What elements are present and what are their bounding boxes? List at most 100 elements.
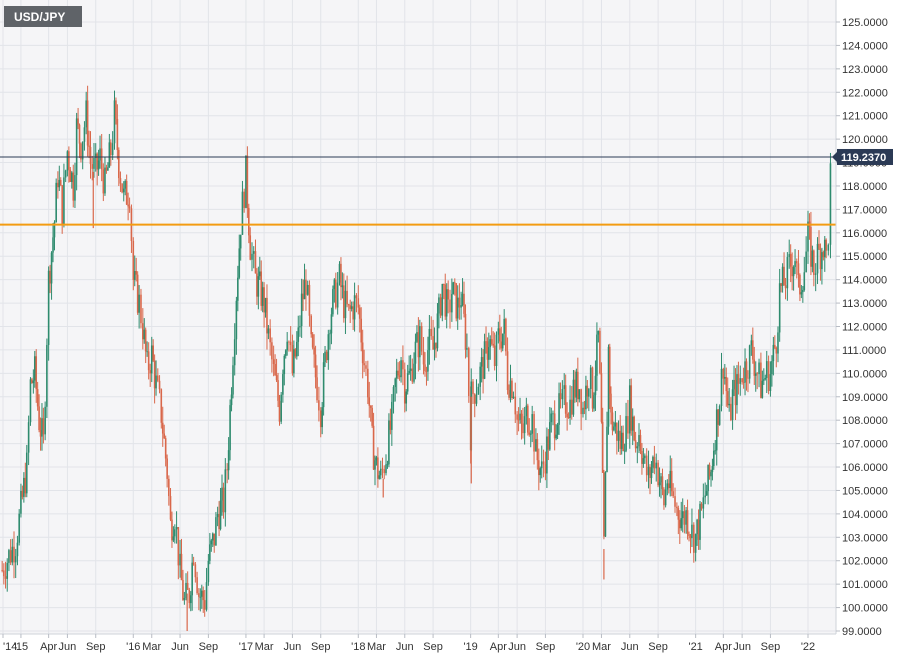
candle-body [108, 142, 111, 168]
candle-body [772, 344, 775, 362]
candle-body [596, 334, 598, 376]
candle-body [589, 367, 592, 389]
candle-body [248, 207, 250, 236]
candle-body [742, 381, 745, 383]
candle-body [42, 418, 45, 435]
candle-body [747, 377, 749, 379]
candle-body [35, 356, 38, 390]
candle-body [533, 414, 535, 452]
candle-body [3, 570, 5, 577]
symbol-label: USD/JPY [4, 6, 82, 27]
candle-body [517, 419, 520, 421]
candle-body [699, 503, 701, 540]
candle-body [31, 379, 33, 384]
candle-body [714, 450, 717, 452]
candle-body [802, 289, 804, 293]
candle-body [88, 145, 90, 147]
candle-body [642, 458, 645, 464]
x-axis-background [0, 634, 912, 659]
candle-body [593, 395, 595, 409]
candle-body [203, 600, 206, 610]
candle-body [352, 306, 354, 320]
candle-body [91, 164, 94, 169]
candle-body [718, 405, 721, 425]
candle-body [81, 141, 84, 160]
candle-body [340, 263, 342, 288]
candle-body [63, 177, 65, 226]
x-tick-label: Jun [396, 641, 414, 653]
candle-body [413, 363, 415, 382]
candle-body [83, 127, 86, 142]
candle-body [575, 371, 578, 398]
candle-body [780, 283, 782, 286]
candle-body [800, 292, 803, 295]
candle-body [442, 283, 445, 285]
x-tick-label: Sep [199, 641, 219, 653]
candle-body [658, 482, 661, 486]
candle-body [205, 582, 208, 610]
candle-body [811, 250, 814, 267]
y-tick-label: 112.0000 [842, 322, 887, 334]
candle-body [744, 361, 746, 383]
candle-body [39, 430, 42, 437]
candle-body [531, 414, 533, 434]
candle-body [389, 420, 392, 430]
candle-body [161, 422, 164, 434]
candle-body [157, 375, 159, 381]
candle-body [233, 339, 236, 366]
candle-body [80, 143, 82, 160]
candle-body [1, 570, 3, 571]
candle-body [149, 370, 152, 374]
candle-body [96, 153, 98, 170]
candle-body [490, 339, 493, 344]
x-tick-label: Sep [536, 641, 556, 653]
candle-body [59, 179, 62, 186]
candle-body [271, 342, 273, 360]
candle-body [458, 297, 461, 308]
candle-body [730, 403, 732, 420]
candle-body [313, 347, 315, 355]
candle-body [769, 374, 772, 392]
candle-body [639, 435, 642, 451]
candle-body [24, 477, 27, 494]
candle-body [574, 379, 576, 398]
candle-body [215, 517, 217, 546]
candle-body [752, 340, 754, 360]
candle-body [625, 416, 627, 451]
candle-body [630, 385, 633, 431]
candle-body [603, 472, 605, 537]
candle-body [336, 282, 339, 308]
candle-body [277, 380, 279, 401]
candle-body [16, 542, 19, 557]
axis-background [836, 0, 912, 659]
candle-body [70, 172, 73, 183]
candle-body [473, 394, 476, 404]
candle-body [32, 380, 35, 384]
candle-body [411, 368, 414, 382]
candle-body [601, 421, 604, 473]
candle-body [333, 279, 336, 290]
candle-body [278, 400, 281, 422]
candle-body [146, 351, 148, 353]
candle-body [616, 422, 618, 441]
candle-body [452, 282, 455, 295]
candle-body [202, 590, 205, 601]
candle-body [397, 370, 399, 376]
candle-body [653, 456, 656, 469]
candle-body [55, 182, 57, 223]
candle-body [528, 432, 531, 435]
candle-body [741, 378, 743, 382]
candle-body [119, 178, 122, 184]
candle-body [288, 341, 290, 343]
candle-body [375, 457, 378, 461]
candle-body [182, 579, 184, 600]
candle-body [672, 491, 674, 497]
candle-body [102, 169, 105, 194]
candle-body [344, 290, 347, 319]
candle-body [686, 510, 689, 534]
candle-body [610, 393, 612, 413]
candle-body [388, 420, 390, 465]
candle-body [110, 142, 112, 155]
candle-body [100, 148, 103, 170]
candle-body [142, 323, 144, 340]
